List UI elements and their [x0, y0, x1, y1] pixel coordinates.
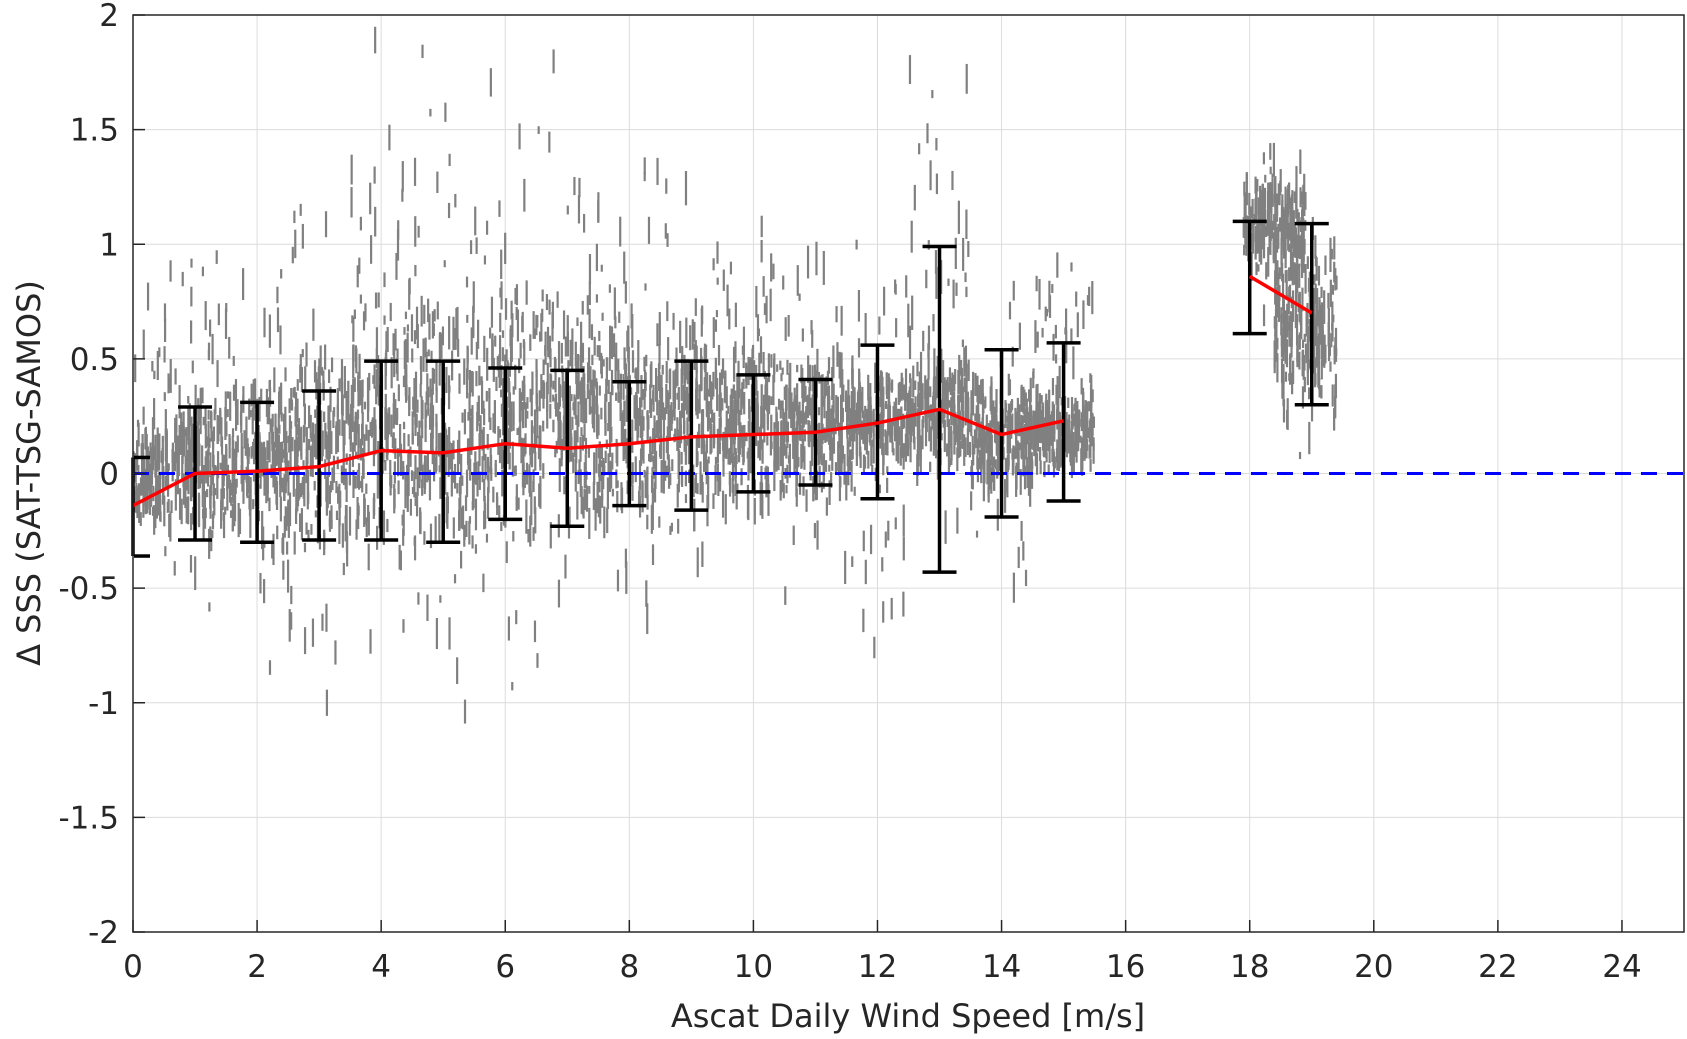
mean-line: [132, 407, 1064, 508]
y-axis-ticks: -2 -1.5 -1 -0.5 0 0.5 1 1.5 2: [59, 0, 145, 951]
y-axis-label: Δ SSS (SAT-TSG-SAMOS): [10, 280, 48, 666]
mean-lines: [132, 274, 1313, 508]
y-tick-label: 1: [99, 227, 119, 263]
mean-line: [1248, 274, 1313, 315]
y-tick-label: -1: [88, 686, 119, 722]
x-tick-label: 24: [1602, 949, 1641, 985]
x-tick-label: 18: [1230, 949, 1269, 985]
y-tick-label: -0.5: [59, 571, 120, 607]
x-tick-label: 6: [495, 949, 515, 985]
y-tick-label: 1.5: [70, 113, 119, 149]
y-tick-label: 0.5: [70, 342, 119, 378]
y-tick-label: 2: [99, 0, 119, 34]
y-tick-label: 0: [99, 457, 119, 493]
x-tick-label: 22: [1478, 949, 1517, 985]
x-tick-label: 8: [619, 949, 639, 985]
x-tick-label: 20: [1354, 949, 1393, 985]
x-tick-label: 4: [371, 949, 391, 985]
x-tick-label: 0: [123, 949, 143, 985]
x-tick-label: 14: [982, 949, 1021, 985]
x-axis-label: Ascat Daily Wind Speed [m/s]: [671, 997, 1145, 1035]
x-tick-label: 10: [734, 949, 773, 985]
x-tick-label: 16: [1106, 949, 1145, 985]
x-axis-ticks: 0 2 4 6 8 10 12 14 16 18 20 22 24: [123, 920, 1642, 985]
x-tick-label: 12: [858, 949, 897, 985]
y-tick-label: -2: [88, 915, 119, 951]
y-tick-label: -1.5: [59, 800, 120, 836]
x-tick-label: 2: [247, 949, 267, 985]
